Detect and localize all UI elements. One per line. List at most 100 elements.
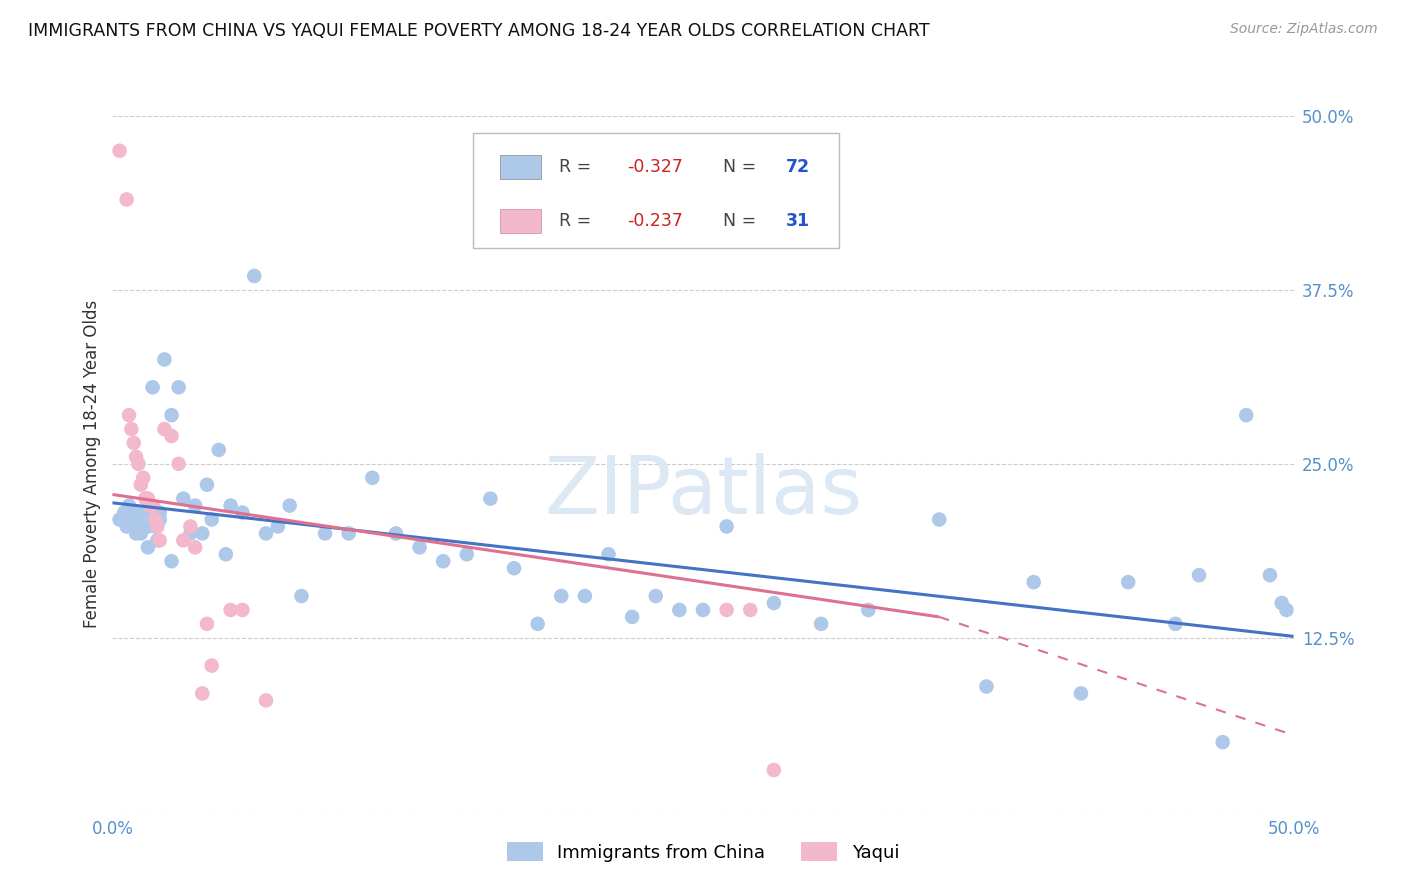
- Point: [254, 526, 277, 541]
- Text: R =: R =: [560, 212, 596, 230]
- Text: N =: N =: [713, 212, 762, 230]
- Point: [120, 422, 142, 436]
- Point: [278, 499, 301, 513]
- Point: [479, 491, 502, 506]
- Point: [254, 693, 277, 707]
- Point: [149, 533, 172, 548]
- Point: [125, 526, 148, 541]
- Point: [184, 541, 207, 555]
- Point: [160, 429, 183, 443]
- Point: [432, 554, 454, 568]
- Point: [716, 603, 738, 617]
- Point: [1116, 575, 1139, 590]
- Point: [160, 408, 183, 422]
- Point: [125, 450, 148, 464]
- Point: [122, 512, 145, 526]
- Point: [143, 519, 166, 533]
- Point: [112, 506, 135, 520]
- Point: [115, 193, 138, 207]
- Text: -0.327: -0.327: [627, 158, 683, 176]
- Point: [692, 603, 714, 617]
- Point: [136, 541, 159, 555]
- Point: [503, 561, 526, 575]
- Point: [136, 519, 159, 533]
- Point: [1164, 616, 1187, 631]
- Point: [361, 471, 384, 485]
- Point: [810, 616, 832, 631]
- Point: [172, 533, 194, 548]
- Point: [129, 526, 152, 541]
- Point: [858, 603, 880, 617]
- Point: [668, 603, 690, 617]
- Point: [290, 589, 312, 603]
- Legend: Immigrants from China, Yaqui: Immigrants from China, Yaqui: [499, 835, 907, 869]
- Point: [167, 457, 190, 471]
- Point: [231, 506, 253, 520]
- Point: [139, 499, 162, 513]
- Point: [598, 547, 620, 561]
- Point: [132, 512, 155, 526]
- Point: [122, 436, 145, 450]
- Point: [1271, 596, 1294, 610]
- Point: [108, 144, 131, 158]
- Text: ZIPatlas: ZIPatlas: [544, 452, 862, 531]
- Point: [976, 680, 998, 694]
- Point: [184, 499, 207, 513]
- Point: [191, 686, 214, 700]
- Point: [574, 589, 596, 603]
- Y-axis label: Female Poverty Among 18-24 Year Olds: Female Poverty Among 18-24 Year Olds: [83, 300, 101, 628]
- Point: [125, 519, 148, 533]
- Point: [153, 422, 176, 436]
- Point: [146, 519, 169, 533]
- Point: [132, 471, 155, 485]
- Point: [142, 380, 165, 394]
- Point: [191, 526, 214, 541]
- Point: [129, 477, 152, 491]
- Point: [127, 506, 149, 520]
- FancyBboxPatch shape: [501, 155, 541, 179]
- Point: [143, 512, 166, 526]
- Point: [621, 610, 644, 624]
- Point: [408, 541, 430, 555]
- Point: [215, 547, 238, 561]
- Point: [762, 596, 785, 610]
- Point: [135, 491, 157, 506]
- Point: [118, 499, 141, 513]
- Point: [118, 408, 141, 422]
- Point: [1022, 575, 1045, 590]
- Point: [135, 491, 157, 506]
- Text: Source: ZipAtlas.com: Source: ZipAtlas.com: [1230, 22, 1378, 37]
- Point: [201, 512, 224, 526]
- Point: [716, 519, 738, 533]
- Point: [550, 589, 572, 603]
- Point: [456, 547, 478, 561]
- Text: -0.237: -0.237: [627, 212, 683, 230]
- Text: R =: R =: [560, 158, 596, 176]
- Point: [208, 442, 231, 457]
- Text: 72: 72: [786, 158, 810, 176]
- FancyBboxPatch shape: [501, 209, 541, 233]
- Point: [153, 352, 176, 367]
- Point: [385, 526, 408, 541]
- Point: [1212, 735, 1234, 749]
- Text: N =: N =: [713, 158, 762, 176]
- Point: [231, 603, 253, 617]
- Point: [267, 519, 290, 533]
- Point: [1275, 603, 1298, 617]
- Point: [195, 616, 218, 631]
- Point: [149, 512, 172, 526]
- Point: [644, 589, 666, 603]
- Point: [120, 506, 142, 520]
- Point: [108, 512, 131, 526]
- Point: [201, 658, 224, 673]
- Point: [1258, 568, 1281, 582]
- Point: [928, 512, 950, 526]
- Point: [139, 506, 162, 520]
- Point: [1188, 568, 1211, 582]
- Point: [762, 763, 785, 777]
- Point: [172, 491, 194, 506]
- Point: [219, 603, 242, 617]
- Point: [146, 533, 169, 548]
- Text: 31: 31: [786, 212, 810, 230]
- Point: [179, 519, 201, 533]
